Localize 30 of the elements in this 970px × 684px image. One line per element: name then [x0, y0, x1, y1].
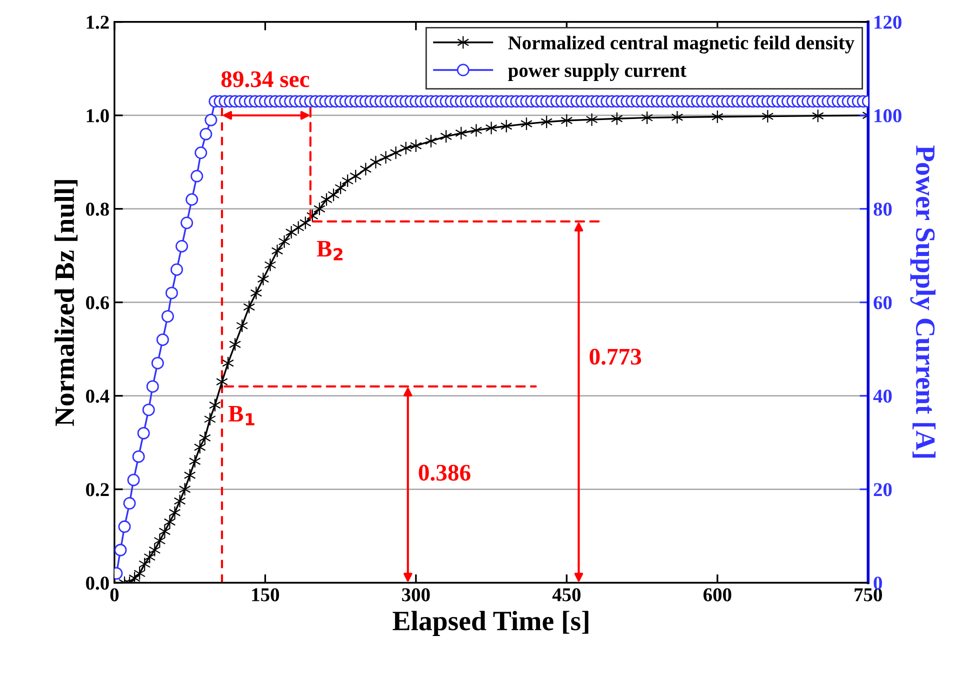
y2-tick-label: 100	[874, 109, 902, 122]
y2-tick-label: 120	[874, 16, 902, 29]
y2-tick-label: 0	[874, 576, 882, 590]
y-tick-label: 0.8	[86, 202, 109, 216]
x-tick-label: 0	[110, 588, 119, 602]
y2-tick-label: 80	[874, 202, 892, 216]
x-tick-label: 450	[552, 588, 581, 602]
y2-tick-label: 40	[873, 390, 892, 403]
y-tick-label: 0.6	[86, 296, 110, 310]
y-tick-label: 1.0	[86, 109, 109, 122]
y-tick-label: 0.2	[86, 483, 109, 496]
y-tick-label: 1.2	[86, 16, 109, 29]
y2-tick-label: 20	[874, 483, 892, 496]
x-axis-title: Elapsed Time [s]	[392, 610, 588, 636]
x-tick-label: 600	[703, 588, 732, 602]
annotation: B$_{1}$	[228, 406, 254, 426]
legend-label: Normalized central magnetic feild density	[508, 36, 854, 54]
legend-label: power supply current	[508, 63, 686, 82]
x-tick-label: 750	[854, 588, 882, 602]
x-tick-label: 150	[252, 588, 280, 602]
y-tick-label: 0.0	[86, 576, 109, 590]
x-tick-label: 300	[402, 588, 430, 602]
annotation: 0.773	[590, 348, 642, 365]
y2-axis-title: Power Supply Current [A]	[910, 146, 936, 458]
y-axis-title: Normalized Bz [null]	[54, 180, 78, 426]
annotation: 0.386	[418, 464, 470, 481]
y-tick-label: 0.4	[86, 390, 110, 403]
annotation: B$_{2}$	[316, 240, 342, 260]
annotation: 89.34 sec	[221, 71, 310, 88]
y2-tick-label: 60	[874, 296, 892, 310]
